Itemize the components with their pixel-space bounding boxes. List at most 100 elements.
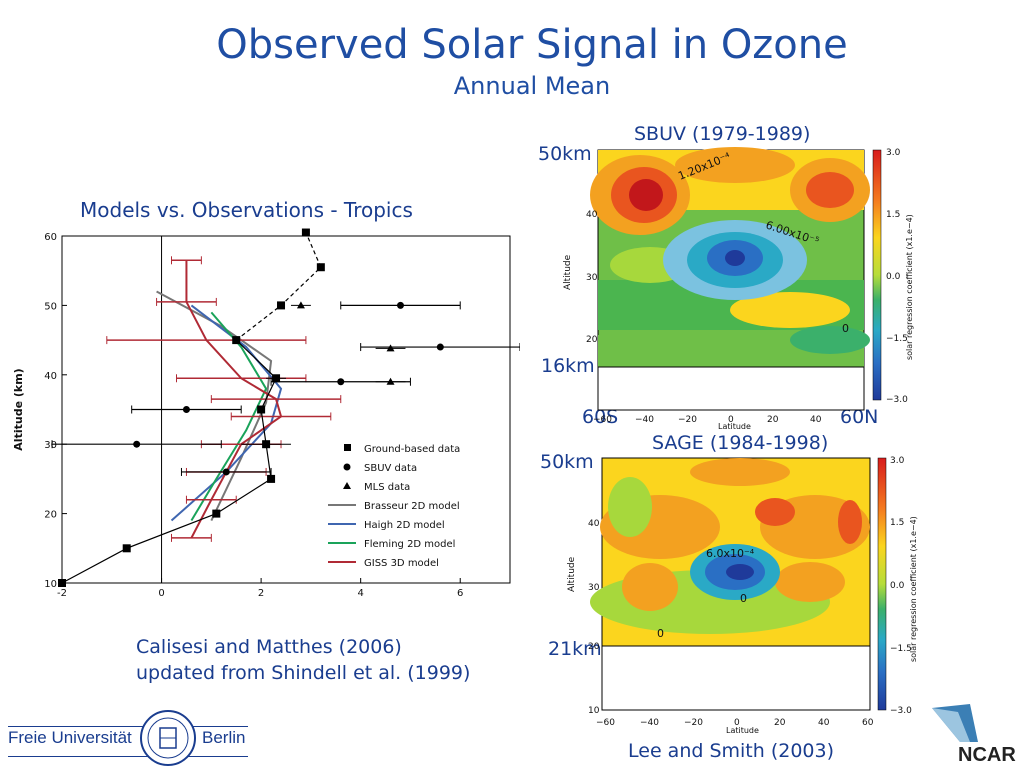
ozone-change-profile-chart: -20246102030405060Percent ozone changeAl…: [12, 228, 520, 598]
legend-label: Ground-based data: [364, 444, 460, 455]
sbuv-point: [182, 406, 190, 413]
caption-shindell: updated from Shindell et al. (1999): [136, 662, 471, 684]
y-tick-label: 10: [44, 579, 57, 590]
mls-point: [296, 301, 305, 309]
x-tick-label: 2: [258, 588, 264, 598]
y-tick-label: 40: [44, 371, 57, 382]
fu-seal-icon: [140, 710, 196, 766]
svg-text:−60: −60: [593, 415, 612, 425]
sbuv-point: [222, 468, 230, 476]
ground-point: [277, 301, 286, 310]
svg-text:−40: −40: [640, 718, 659, 728]
legend-marker: [344, 444, 351, 451]
svg-text:0: 0: [657, 627, 664, 640]
svg-text:20: 20: [774, 718, 786, 728]
x-tick-label: -2: [57, 588, 67, 598]
label-60n: 60N: [840, 406, 879, 428]
svg-text:10: 10: [588, 706, 600, 716]
legend-label: Brasseur 2D model: [364, 501, 460, 512]
sbuv-point: [436, 343, 444, 351]
svg-text:−1.5: −1.5: [890, 644, 912, 654]
ground-point: [272, 374, 281, 383]
svg-text:1.5: 1.5: [890, 518, 904, 528]
legend-label: GISS 3D model: [364, 558, 439, 569]
svg-text:0: 0: [740, 592, 747, 605]
ground-point: [232, 336, 241, 345]
svg-text:0: 0: [842, 322, 849, 335]
sage-contour-map: 6.0x10⁻⁴ 0 0 Altitude 40 30 20 10 −60 −4…: [567, 456, 918, 734]
ground-point: [262, 440, 271, 449]
legend-marker: [343, 463, 351, 471]
svg-text:Latitude: Latitude: [726, 726, 759, 734]
ground-point: [301, 228, 310, 237]
svg-text:−20: −20: [678, 415, 697, 425]
ground-point: [58, 579, 66, 587]
svg-text:20: 20: [767, 415, 779, 425]
ncar-logo-text: NCAR: [958, 744, 1016, 766]
svg-text:Altitude: Altitude: [567, 556, 577, 592]
label-50km-top: 50km: [538, 143, 592, 165]
svg-text:40: 40: [818, 718, 830, 728]
svg-text:−3.0: −3.0: [886, 395, 908, 405]
sbuv-title: SBUV (1979-1989): [634, 123, 811, 145]
svg-text:0.0: 0.0: [890, 581, 905, 591]
y-tick-label: 20: [44, 510, 57, 521]
ground-point: [122, 544, 131, 553]
svg-text:30: 30: [586, 273, 598, 283]
caption-lee-smith: Lee and Smith (2003): [628, 740, 835, 762]
svg-text:Latitude: Latitude: [718, 422, 751, 430]
ncar-logo-icon: [932, 704, 978, 742]
svg-text:60: 60: [862, 718, 874, 728]
ground-line-dashed: [235, 232, 322, 341]
slide-title: Observed Solar Signal in Ozone: [216, 22, 848, 68]
legend-label: Fleming 2D model: [364, 539, 455, 550]
slide-subtitle: Annual Mean: [453, 72, 611, 100]
svg-text:0: 0: [734, 718, 740, 728]
svg-text:40: 40: [810, 415, 822, 425]
legend-label: MLS data: [364, 482, 410, 493]
svg-text:3.0: 3.0: [886, 148, 901, 158]
x-tick-label: 6: [457, 588, 463, 598]
svg-text:solar regression coefficient (: solar regression coefficient (x1.e−4): [909, 516, 918, 662]
svg-text:40: 40: [588, 519, 600, 529]
svg-text:30: 30: [588, 583, 600, 593]
svg-text:40: 40: [586, 210, 598, 220]
label-60s: 60S: [582, 406, 619, 428]
y-axis-label: Altitude (km): [12, 368, 25, 450]
label-16km: 16km: [541, 355, 595, 377]
ground-point: [212, 509, 221, 518]
legend-label: SBUV data: [364, 463, 417, 474]
plot-frame: [61, 235, 511, 584]
x-tick-label: 0: [158, 588, 164, 598]
svg-text:−3.0: −3.0: [890, 706, 912, 716]
svg-text:3.0: 3.0: [890, 456, 905, 466]
svg-text:−20: −20: [684, 718, 703, 728]
svg-text:20: 20: [588, 642, 600, 652]
y-tick-label: 60: [44, 232, 57, 243]
ground-point: [267, 474, 276, 483]
svg-text:solar regression coefficient (: solar regression coefficient (x1.e−4): [905, 214, 914, 360]
fu-berlin-logo: Freie Universität Berlin: [8, 708, 248, 766]
y-tick-label: 30: [44, 440, 57, 451]
legend-marker: [343, 482, 351, 489]
svg-text:−1.5: −1.5: [886, 334, 908, 344]
svg-text:−60: −60: [596, 718, 615, 728]
sbuv-point: [133, 440, 141, 448]
sbuv-point: [396, 301, 404, 309]
mls-point: [386, 344, 395, 352]
caption-calisesi: Calisesi and Matthes (2006): [136, 636, 402, 658]
svg-text:6.0x10⁻⁴: 6.0x10⁻⁴: [706, 547, 755, 560]
fu-logo-text-right: Berlin: [202, 728, 246, 747]
sage-title: SAGE (1984-1998): [652, 432, 829, 454]
svg-text:Altitude: Altitude: [563, 254, 573, 290]
giss-curve: [185, 260, 283, 539]
label-21km: 21km: [548, 638, 602, 660]
svg-text:1.5: 1.5: [886, 210, 900, 220]
ground-point: [316, 263, 325, 272]
y-tick-label: 50: [44, 301, 57, 312]
sbuv-contour-map: 1.20x10⁻⁴ 6.00x10⁻⁵ 0 Altitude 20 30 40 …: [563, 147, 914, 430]
svg-text:−40: −40: [635, 415, 654, 425]
legend-label: Haigh 2D model: [364, 520, 445, 531]
x-tick-label: 4: [357, 588, 363, 598]
svg-text:20: 20: [586, 335, 598, 345]
